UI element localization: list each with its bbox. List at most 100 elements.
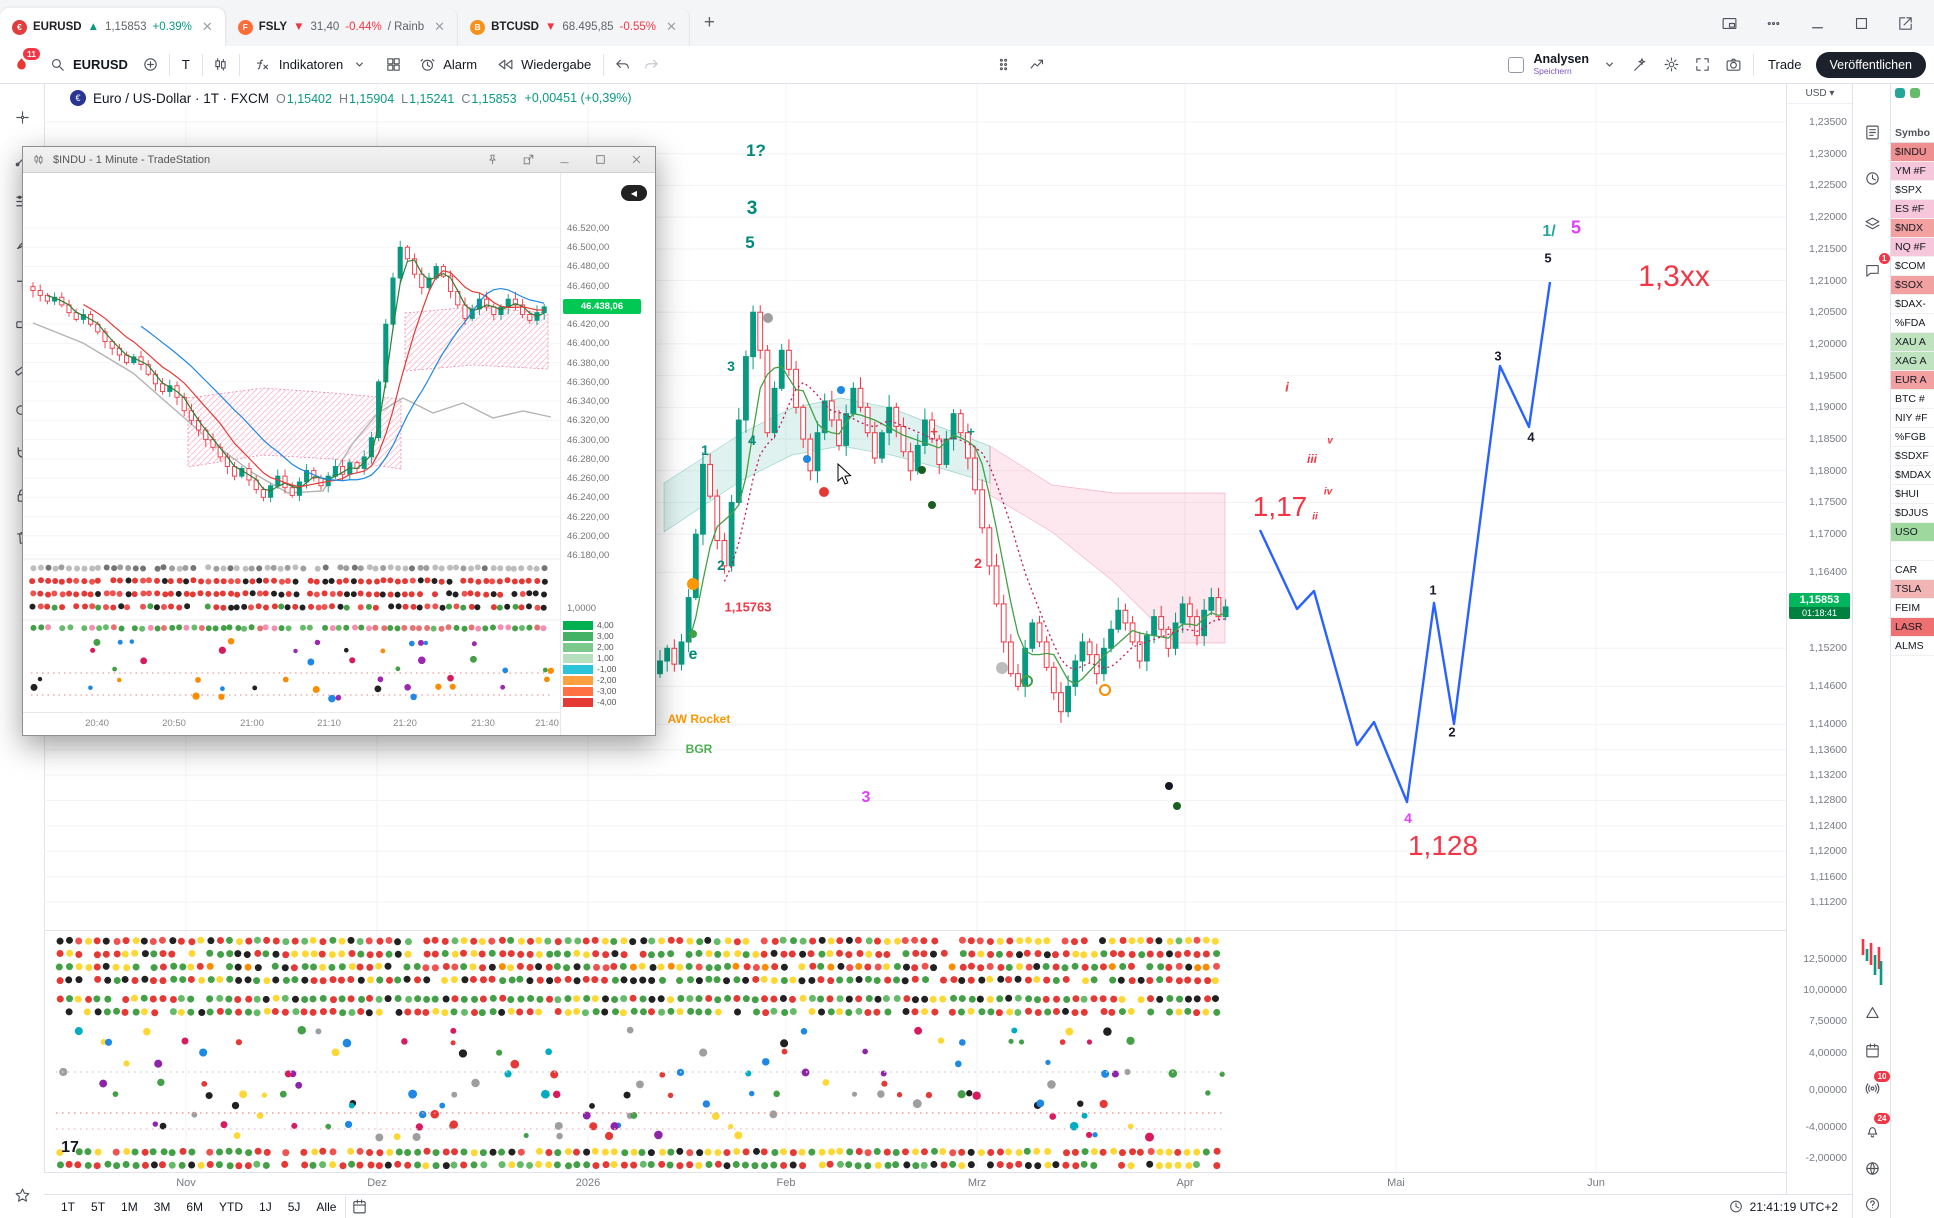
browser-tab-btcusd[interactable]: B BTCUSD ▼ 68.495,85 -0.55% ✕ [458, 8, 690, 46]
watchlist-row-TSLA[interactable]: TSLA [1891, 580, 1934, 599]
publish-button[interactable]: Veröffentlichen [1815, 51, 1926, 78]
tradestation-chart-canvas[interactable] [23, 173, 560, 735]
close-icon[interactable] [625, 149, 647, 171]
browser-tab-fsly[interactable]: F FSLY ▼ 31,40 -0.44% / Rainb ✕ [226, 8, 459, 46]
openwindow--icon[interactable] [1894, 12, 1916, 34]
layout-grid-icon[interactable] [382, 54, 404, 76]
help-icon[interactable] [1860, 1192, 1884, 1216]
pip-icon[interactable] [1718, 12, 1740, 34]
settings-gear-icon[interactable] [1660, 54, 1682, 76]
watchlist-row-$SDXF[interactable]: $SDXF [1891, 447, 1934, 466]
range-1j[interactable]: 1J [259, 1199, 272, 1214]
time-axis[interactable]: Nov Dez 2026 Feb Mrz Apr Mai Jun [44, 1172, 1786, 1195]
currency-toggle[interactable]: USD ▾ [1787, 88, 1853, 104]
pane-divider[interactable] [44, 930, 1786, 931]
minimize-icon[interactable] [553, 149, 575, 171]
indicator-pane-canvas[interactable] [44, 930, 1786, 1172]
tri-icon[interactable] [1860, 1000, 1884, 1024]
range-5t[interactable]: 5T [91, 1199, 106, 1214]
watchlist-row-FEIM[interactable]: FEIM [1891, 599, 1934, 618]
chart-type-icon[interactable] [210, 54, 232, 76]
watchlist-row-%FDA[interactable]: %FDA [1891, 314, 1934, 333]
range-6m[interactable]: 6M [186, 1199, 204, 1214]
watchlist-row-XAU A[interactable]: XAU A [1891, 333, 1934, 352]
window-min-icon[interactable] [1806, 12, 1828, 34]
layers-icon[interactable] [1860, 212, 1884, 236]
watchlist-row-empty[interactable] [1891, 542, 1934, 561]
watchlist-row-ES #F[interactable]: ES #F [1891, 200, 1934, 219]
watchlist-row-$SOX[interactable]: $SOX [1891, 276, 1934, 295]
symbol-title[interactable]: Euro / US-Dollar · 1T · FXCM [93, 90, 270, 106]
main-chart-canvas[interactable]: + + [44, 84, 1786, 930]
range-alle[interactable]: Alle [316, 1199, 337, 1214]
list-icon[interactable] [1860, 120, 1884, 144]
watchlist-row-$DAX-[interactable]: $DAX- [1891, 295, 1934, 314]
snapshot-camera-icon[interactable] [1722, 54, 1744, 76]
watchlist-row-LASR[interactable]: LASR [1891, 618, 1934, 637]
range-1m[interactable]: 1M [121, 1199, 138, 1214]
fullscreen-icon[interactable] [1691, 54, 1713, 76]
watchlist-row-BTC #[interactable]: BTC # [1891, 390, 1934, 409]
magic-wand-icon[interactable] [1629, 54, 1651, 76]
calendar-icon[interactable] [348, 1196, 370, 1218]
clock-icon[interactable] [1860, 166, 1884, 190]
pin-icon[interactable] [481, 149, 503, 171]
symbol-search-button[interactable]: EURUSD [41, 51, 133, 79]
window-max-icon[interactable] [1850, 12, 1872, 34]
watchlist-row-ALMS[interactable]: ALMS [1891, 637, 1934, 656]
quick-chart-icon[interactable] [1026, 54, 1048, 76]
watchlist-row-$NDX[interactable]: $NDX [1891, 219, 1934, 238]
interval-button[interactable]: T [181, 57, 190, 72]
tradestation-price-axis[interactable]: 46.438,06 46.520,00 46.500,00 46.480,00 46.… [560, 173, 656, 735]
alert-button[interactable]: Alarm [411, 51, 482, 79]
floating-window-titlebar[interactable]: $INDU - 1 Minute - TradeStation [23, 147, 655, 173]
drag-handle-icon[interactable] [992, 54, 1014, 76]
chat-icon[interactable]: 1 [1860, 253, 1890, 282]
globe-icon[interactable] [1860, 1156, 1884, 1180]
watchlist-row-NQ #F[interactable]: NQ #F [1891, 238, 1934, 257]
indicators-button[interactable]: Indikatoren [247, 51, 375, 79]
maximize-icon[interactable] [589, 149, 611, 171]
range-5j[interactable]: 5J [287, 1199, 301, 1214]
watchlist-row-$SPX[interactable]: $SPX [1891, 181, 1934, 200]
analyses-checkbox[interactable] [1508, 56, 1525, 73]
range-3m[interactable]: 3M [153, 1199, 171, 1214]
app-logo[interactable]: 11 [8, 47, 40, 78]
mini-chart-icon[interactable] [1860, 934, 1884, 992]
price-axis[interactable]: USD ▾ 1,15853 01:18:41 1,23500 1,23000 1,2… [1786, 84, 1853, 1194]
new-tab-button[interactable]: + [703, 12, 715, 33]
tab-close-icon[interactable]: ✕ [434, 19, 446, 34]
compare-icon[interactable] [140, 54, 162, 76]
watchlist-row-CAR[interactable]: CAR [1891, 561, 1934, 580]
watchlist-row-USO[interactable]: USO [1891, 523, 1934, 542]
replay-button[interactable]: Wiedergabe [489, 51, 596, 79]
watchlist-row-$INDU[interactable]: $INDU [1891, 143, 1934, 162]
analyses-menu[interactable]: Analysen Speichern [1533, 53, 1589, 75]
chevron-down-icon[interactable] [1598, 54, 1620, 76]
range-ytd[interactable]: YTD [219, 1199, 244, 1214]
clock[interactable]: 21:41:19 UTC+2 [1728, 1199, 1842, 1215]
watchlist-row-XAG A[interactable]: XAG A [1891, 352, 1934, 371]
watchlist-row-%FGB[interactable]: %FGB [1891, 428, 1934, 447]
trade-button[interactable]: Trade [1768, 57, 1802, 72]
watchlist-row-$MDAX[interactable]: $MDAX [1891, 466, 1934, 485]
bell-icon[interactable]: 24 [1860, 1113, 1890, 1142]
favorites-star-button[interactable] [9, 1182, 35, 1208]
watchlist-row-$HUI[interactable]: $HUI [1891, 485, 1934, 504]
watchlist-row-$DJUS[interactable]: $DJUS [1891, 504, 1934, 523]
popout-icon[interactable] [517, 149, 539, 171]
watchlist-row-YM #F[interactable]: YM #F [1891, 162, 1934, 181]
signal-icon[interactable]: 10 [1860, 1071, 1890, 1100]
dots3-icon[interactable] [1762, 12, 1784, 34]
watchlist-row-$COM[interactable]: $COM [1891, 257, 1934, 276]
undo-icon[interactable] [611, 54, 633, 76]
watchlist-row-EUR A[interactable]: EUR A [1891, 371, 1934, 390]
tab-close-icon[interactable]: ✕ [665, 19, 677, 34]
watchlist-row-NIY #F[interactable]: NIY #F [1891, 409, 1934, 428]
redo-icon[interactable] [640, 54, 662, 76]
collapse-axis-button[interactable]: ◀ [621, 185, 647, 201]
tradestation-floating-window[interactable]: $INDU - 1 Minute - TradeStation 46.438,0… [22, 146, 656, 736]
tab-close-icon[interactable]: ✕ [201, 19, 213, 34]
calendar-icon[interactable] [1860, 1038, 1884, 1062]
range-1t[interactable]: 1T [61, 1199, 76, 1214]
